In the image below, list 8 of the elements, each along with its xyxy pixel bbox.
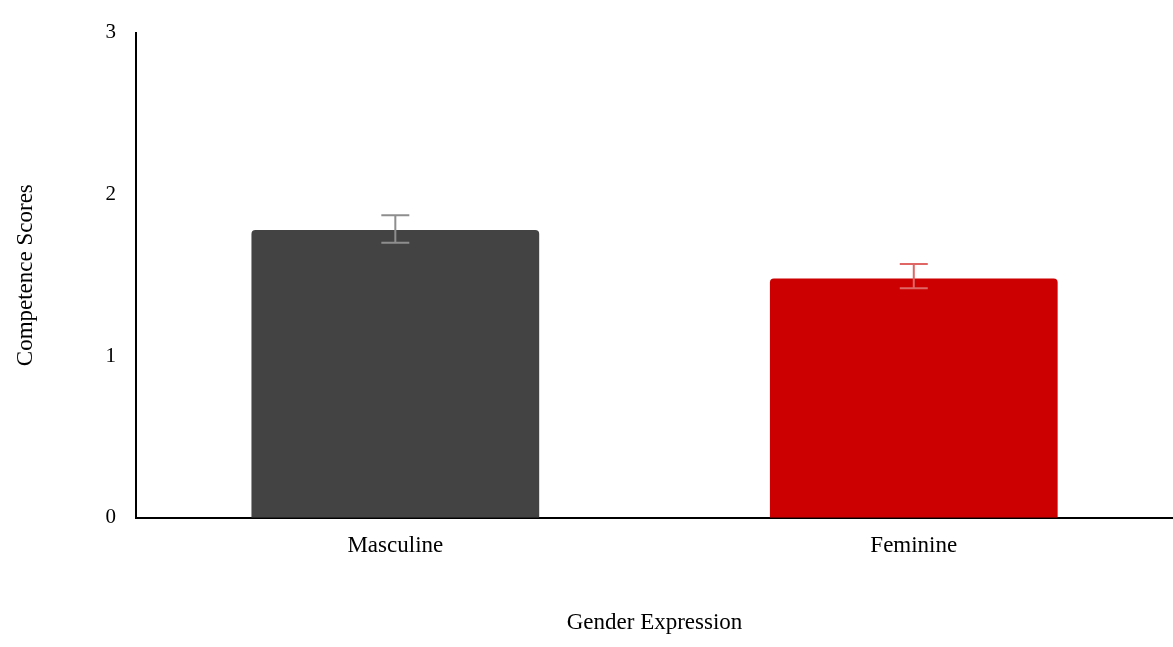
- y-axis-title: Competence Scores: [11, 184, 37, 367]
- y-tick-label: 0: [105, 504, 117, 529]
- x-axis-title: Gender Expression: [566, 609, 743, 635]
- y-tick-label: 2: [105, 180, 117, 205]
- x-tick-label: Feminine: [870, 531, 958, 557]
- y-tick-label: 3: [105, 19, 117, 44]
- y-tick-label: 1: [105, 342, 117, 367]
- x-tick-label: Masculine: [347, 531, 444, 557]
